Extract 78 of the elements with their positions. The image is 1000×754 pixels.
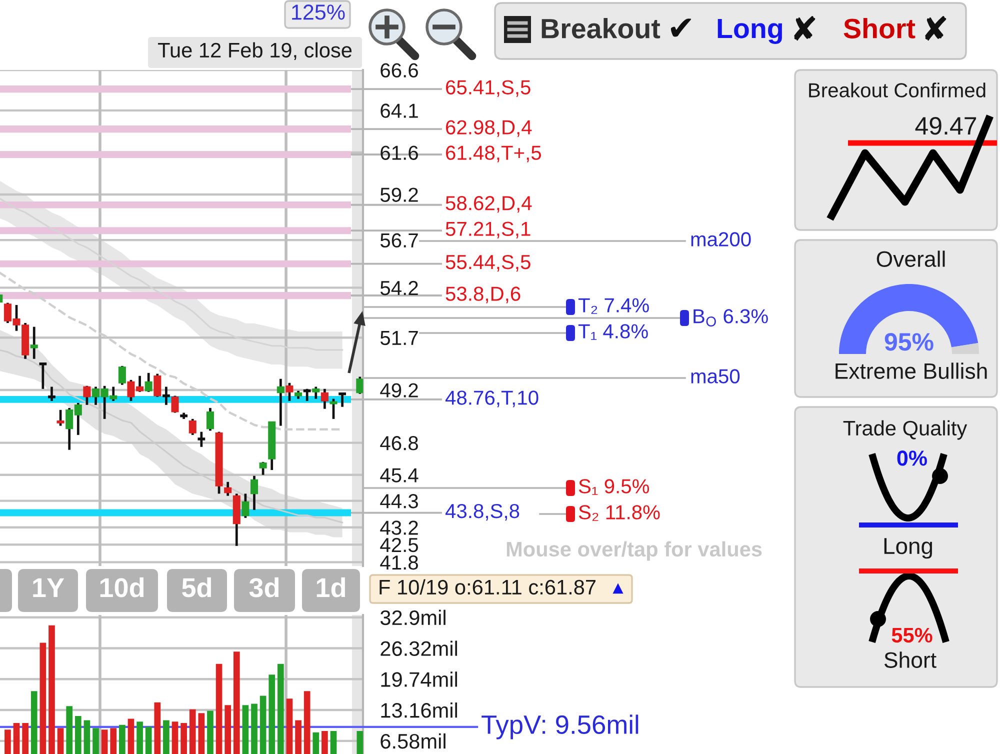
y-tick-label: 6.58mil bbox=[380, 733, 446, 749]
text: B$_{O}$ 6.3% bbox=[694, 309, 768, 327]
text: T₁ 4.8% bbox=[578, 324, 648, 340]
text: Long bbox=[718, 18, 782, 44]
data-label: 95% bbox=[884, 333, 934, 351]
text: S₁ 9.5% bbox=[578, 479, 650, 495]
y-tick-label: 56.7 bbox=[380, 233, 418, 248]
text: 55% bbox=[892, 628, 932, 643]
candlestick bbox=[83, 384, 91, 406]
line-series bbox=[0, 197, 344, 351]
ref-line-label: 62.98,D,4 bbox=[446, 120, 532, 137]
ref-line-label: 43.8,S,8 bbox=[445, 504, 520, 521]
y-tick-label: 26.32mil bbox=[380, 640, 458, 656]
text: Tue 12 Feb 19, close bbox=[158, 42, 352, 60]
y-tick-label: 59.2 bbox=[380, 188, 418, 202]
candlestick bbox=[259, 460, 267, 476]
text: 10d bbox=[100, 577, 144, 598]
y-tick-label: 66.6 bbox=[380, 63, 418, 78]
text: Breakout bbox=[542, 18, 660, 38]
ref-line-label: 58.62,D,4 bbox=[446, 196, 532, 213]
ref-line-label: 57.21,S,1 bbox=[446, 222, 530, 238]
text: ✘ bbox=[925, 16, 946, 41]
chart-title: Overall bbox=[876, 250, 945, 267]
candlestick bbox=[286, 382, 294, 402]
y-tick-label: 61.6 bbox=[380, 146, 418, 160]
text: 49.47 bbox=[915, 117, 976, 135]
text: ma200 bbox=[691, 232, 751, 246]
text: 0% bbox=[897, 450, 927, 466]
y-tick-label: 45.4 bbox=[380, 468, 418, 482]
candlestick bbox=[144, 372, 152, 394]
text: Breakout Confirmed bbox=[809, 82, 986, 98]
candlestick bbox=[206, 406, 214, 432]
text: S₂ 11.8% bbox=[578, 505, 660, 521]
y-tick-label: 42.5 bbox=[380, 538, 418, 552]
y-tick-label: 32.9mil bbox=[380, 610, 446, 626]
text: ✔ bbox=[670, 18, 692, 37]
candlestick bbox=[330, 398, 338, 420]
text: Short bbox=[844, 18, 916, 38]
text: 5d bbox=[182, 577, 212, 598]
candlestick bbox=[276, 378, 284, 427]
text: 1Y bbox=[33, 578, 64, 598]
text: ✘ bbox=[794, 16, 816, 41]
text: 125% bbox=[292, 4, 345, 20]
text: ▲ bbox=[612, 583, 624, 594]
y-tick-label: 44.3 bbox=[380, 494, 418, 508]
y-tick-label: 46.8 bbox=[380, 436, 418, 450]
ref-line-label: TypV: 9.56mil bbox=[482, 714, 638, 740]
y-tick-label: 49.2 bbox=[380, 383, 418, 398]
candlestick bbox=[250, 474, 258, 512]
y-tick-label: 19.74mil bbox=[381, 672, 458, 687]
text: Long bbox=[884, 538, 932, 559]
candlestick bbox=[56, 408, 64, 427]
ref-line-label: 55.44,S,5 bbox=[446, 254, 530, 272]
candlestick bbox=[30, 326, 38, 360]
candlestick bbox=[320, 388, 328, 410]
ref-line-label: 48.76,T,10 bbox=[445, 390, 538, 408]
text: Extreme Bullish bbox=[836, 362, 987, 379]
text: ma50 bbox=[691, 369, 740, 384]
candlestick bbox=[118, 364, 126, 386]
text: 3d bbox=[249, 577, 279, 598]
candlestick bbox=[188, 418, 196, 436]
text: Trade Quality bbox=[843, 420, 968, 440]
y-tick-label: 43.2 bbox=[380, 520, 418, 535]
candlestick bbox=[356, 376, 363, 396]
y-tick-label: 51.7 bbox=[380, 331, 418, 346]
text: Short bbox=[884, 652, 936, 668]
text: 1d bbox=[316, 577, 346, 598]
ref-line-label: 65.41,S,5 bbox=[446, 80, 530, 97]
y-tick-label: 13.16mil bbox=[381, 702, 458, 718]
ref-line-label: 61.48,T+,5 bbox=[446, 146, 542, 162]
candlestick bbox=[242, 492, 250, 520]
text: T₂ 7.4% bbox=[578, 298, 649, 314]
ref-line-label: 53.8,D,6 bbox=[446, 286, 520, 304]
y-tick-label: 64.1 bbox=[380, 104, 418, 118]
y-tick-label: 54.2 bbox=[380, 280, 418, 296]
candlestick bbox=[224, 480, 232, 498]
text: F 10/19 o:61.11 c:61.87 bbox=[380, 579, 596, 595]
y-tick-label: 41.8 bbox=[380, 555, 418, 570]
